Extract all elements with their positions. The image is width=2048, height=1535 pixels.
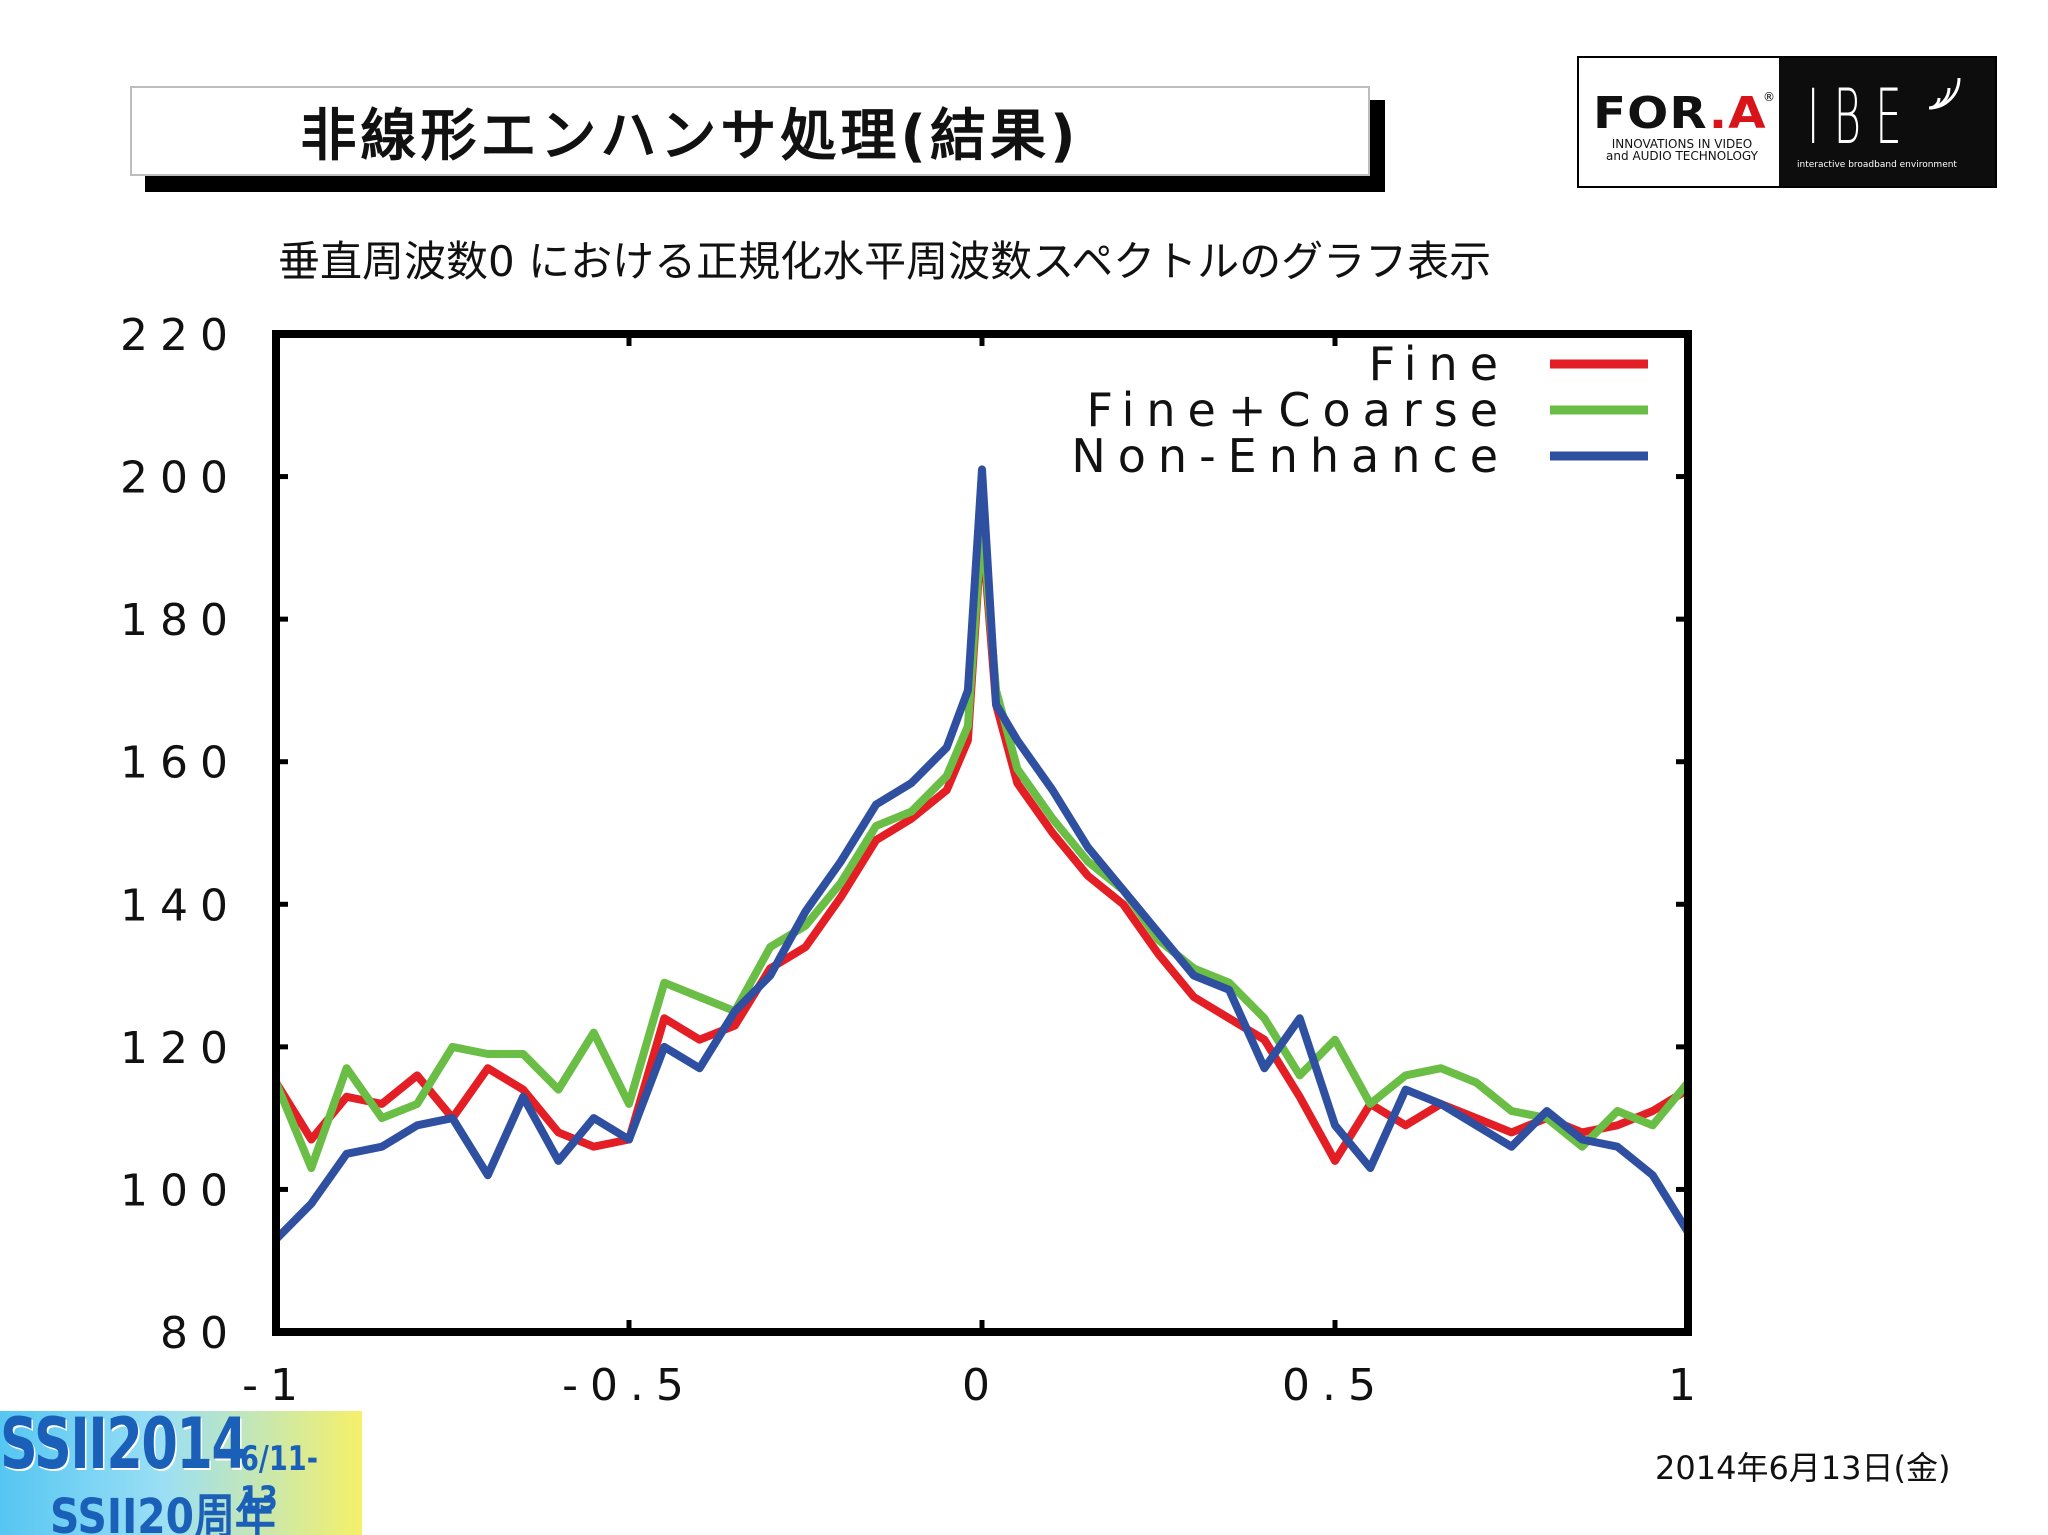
- x-tick-label: 0: [962, 1360, 1002, 1411]
- ssii-dates: 6/11-13: [240, 1439, 319, 1519]
- y-tick-label: 160: [120, 738, 240, 789]
- fora-tagline: INNOVATIONS IN VIDEO and AUDIO TECHNOLOG…: [1606, 137, 1758, 163]
- presentation-date: 2014年6月13日(金): [1655, 1449, 1951, 1487]
- ibe-logo-mark: IBE: [1807, 72, 1917, 161]
- y-axis: 80 100 120 140 160 180 200 220: [120, 310, 1688, 1359]
- y-tick-label: 140: [120, 880, 240, 931]
- slide-title: 非線形エンハンサ処理(結果): [300, 103, 1080, 169]
- title-box: 非線形エンハンサ処理(結果): [130, 86, 1370, 176]
- y-tick-label: 180: [120, 595, 240, 646]
- x-axis: -1 -0.5 0 0.5 1: [242, 334, 1708, 1411]
- x-tick-label: -0.5: [562, 1360, 696, 1411]
- broadcast-waves-icon: [1928, 77, 1961, 110]
- chart-subtitle: 垂直周波数0 における正規化水平周波数スペクトルのグラフ表示: [278, 237, 1492, 286]
- fora-logo: FOR.A ® INNOVATIONS IN VIDEO and AUDIO T…: [1579, 58, 1779, 186]
- x-tick-label: 0.5: [1282, 1360, 1388, 1411]
- y-tick-label: 200: [120, 453, 240, 504]
- ibe-logo: IBE interactive broadband environment: [1779, 58, 1995, 186]
- x-tick-label: -1: [242, 1360, 310, 1411]
- plot-frame: [272, 330, 1692, 1336]
- ssii-badge: SSII2014 6/11-13 SSII20周年: [0, 1411, 362, 1535]
- x-tick-label: 1: [1668, 1360, 1708, 1411]
- legend-label: Fine: [1369, 337, 1510, 391]
- y-tick-label: 220: [120, 310, 240, 361]
- legend-label: Fine+Coarse: [1086, 383, 1510, 437]
- ssii-anniversary: SSII20周年: [50, 1489, 276, 1535]
- series-layer: [272, 465, 1692, 1244]
- logo-banner: FOR.A ® INNOVATIONS IN VIDEO and AUDIO T…: [1577, 56, 1997, 188]
- series-line-non-enhance: [272, 465, 1692, 1244]
- y-tick-label: 80: [160, 1308, 240, 1359]
- fora-logo-mark: FOR.A: [1593, 88, 1767, 139]
- ssii-year: SSII2014: [0, 1411, 248, 1485]
- registered-icon: ®: [1763, 90, 1775, 104]
- ibe-tagline: interactive broadband environment: [1797, 160, 1957, 170]
- legend-label: Non-Enhance: [1071, 429, 1510, 483]
- y-tick-label: 100: [120, 1165, 240, 1216]
- y-tick-label: 120: [120, 1023, 240, 1074]
- series-line-fine: [272, 522, 1692, 1165]
